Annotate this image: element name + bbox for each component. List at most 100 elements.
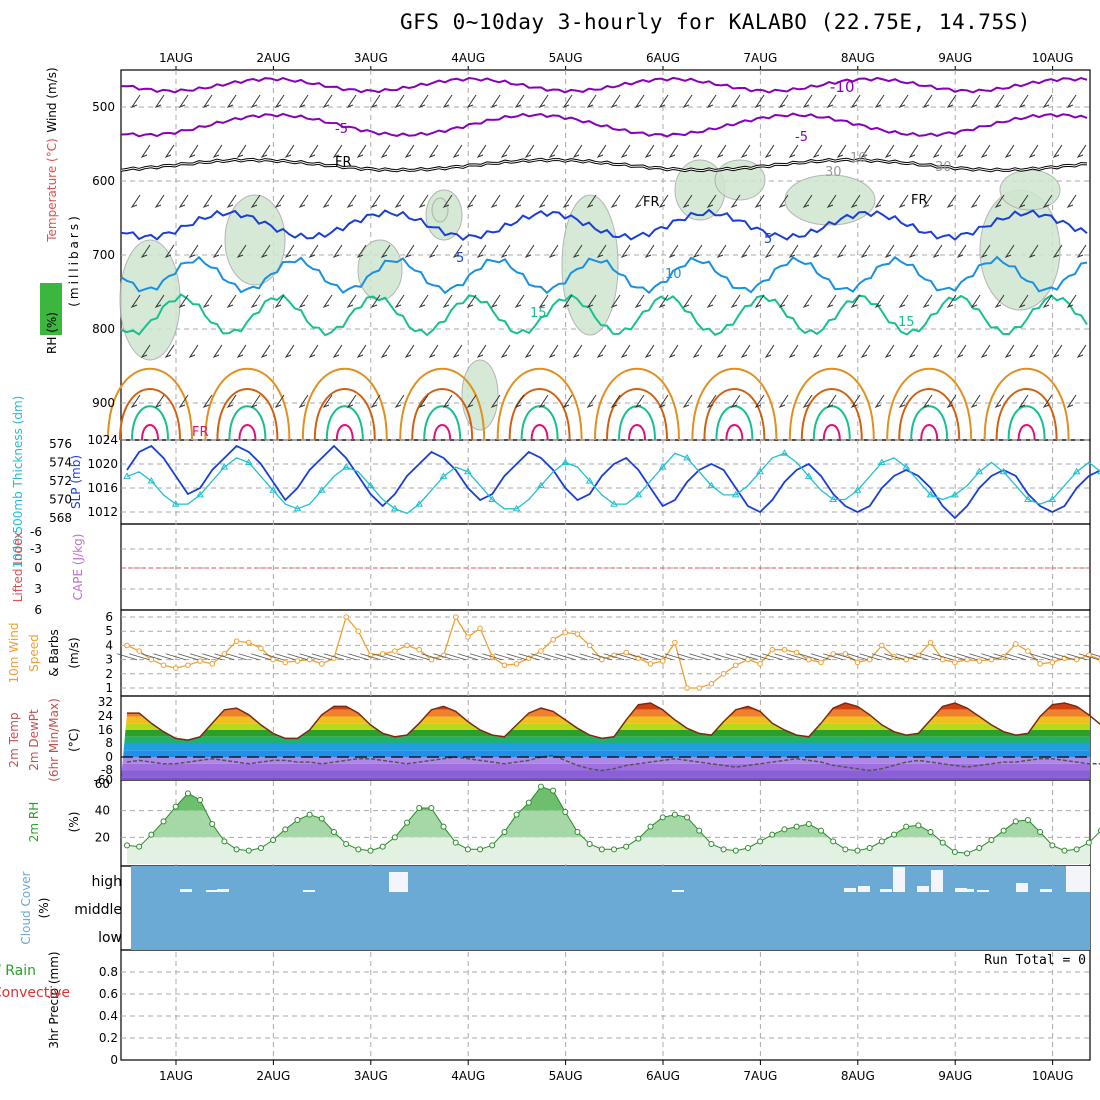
upper-wind-barb [164,344,175,359]
ylabel-rh-unit: (%) [67,812,81,833]
high-cloud-bar [396,872,408,892]
upper-wind-barb [178,94,189,109]
upper-wind-barb [1052,144,1063,159]
rh-point [623,843,630,850]
li-tick: 0 [34,561,42,575]
bottom-day-label: 7AUG [743,1069,777,1083]
upper-wind-barb [298,194,309,209]
upper-wind-barb [922,194,933,209]
upper-wind-barb [466,294,477,309]
wind-speed-point [696,685,703,691]
surface-wind-barb [129,653,150,661]
upper-wind-barb [1004,144,1015,159]
rh-point [878,838,885,845]
wind-speed-point [428,656,435,663]
upper-wind-barb [250,394,261,409]
upper-wind-barb [980,144,991,159]
upper-wind-barb [1004,344,1015,359]
surface-wind-barb [883,653,905,661]
rh-contour-region [461,359,499,431]
surface-wind-barb [1054,653,1075,661]
upper-wind-barb [1018,94,1029,109]
surface-wind-barb [725,653,746,661]
temp-contour-30 [131,405,169,441]
thickness-point [171,500,180,507]
surface-wind-barb [311,653,332,661]
pressure-tick-label: 600 [92,174,115,188]
upper-wind-barb [562,94,573,109]
upper-wind-barb [716,144,727,159]
upper-wind-barb [994,294,1005,309]
rh-contour-region [714,159,766,201]
surface-wind-barb [774,653,795,661]
surface-wind-barb [737,653,759,661]
rh-point [318,815,325,822]
temp-contour-35 [335,424,354,441]
wind-tick: 4 [105,638,113,652]
rh-point [197,797,204,803]
rh-point [184,790,191,797]
top-day-label: 10AUG [1032,51,1074,65]
wind-speed-point [854,659,861,666]
upper-wind-barb [884,244,895,259]
thickness-point [293,504,302,512]
upper-wind-barb [1028,244,1039,259]
rh-point [343,841,350,847]
surface-wind-barb [969,653,990,661]
upper-wind-barb [826,194,837,209]
upper-wind-barb [322,294,333,309]
contour-label: 5 [764,232,772,247]
upper-wind-barb [634,294,645,309]
upper-wind-barb [970,94,981,109]
upper-wind-barb [658,294,669,309]
upper-wind-barb [490,194,501,209]
surface-wind-barb [250,653,272,661]
upper-wind-barb [754,394,765,409]
upper-wind-barb [730,394,741,409]
wind-speed-point [903,656,910,663]
temp-contour-25 [216,388,279,441]
wind-speed-point [124,642,130,649]
thickness-point [244,458,253,465]
upper-wind-barb [1042,194,1053,209]
upper-wind-barb [610,394,621,409]
surface-wind-barb [810,653,832,661]
rh-point [757,838,764,845]
rh-point [428,805,435,811]
upper-wind-barb [836,144,847,159]
surface-wind-barb [652,653,673,661]
ylabel-wind-unit: (m/s) [67,637,81,668]
wind-speed-point [1073,656,1080,663]
temp-band [121,763,1090,771]
upper-wind-barb [308,244,319,259]
upper-wind-barb [212,144,223,159]
wind-speed-point [562,629,569,636]
panel-frame [120,949,1091,1061]
upper-wind-barb [1028,144,1039,159]
upper-wind-barb [130,294,141,309]
wind-speed-point [769,646,776,653]
upper-wind-barb [130,194,141,209]
upper-wind-barb [850,194,861,209]
upper-wind-barb [130,94,141,109]
surface-wind-barb [141,653,162,661]
upper-wind-barb [740,244,751,259]
wind-speed-point [866,656,873,663]
upper-wind-barb [898,194,909,209]
surface-wind-barb [616,653,637,661]
upper-wind-barb [730,294,741,309]
contour-label: FR [911,193,928,208]
upper-wind-barb [356,344,367,359]
surface-wind-barb [1066,653,1087,661]
contour-label: 15 [898,315,915,330]
rh-point [854,847,861,854]
axis-labels: 1AUG 1AUG 2AUG 2AUG 3AUG 3AUG 4AUG 4AUG 5AUG 5AUG… [0,51,1073,1083]
upper-wind-barb [922,294,933,309]
temp-contour-30 [228,405,267,441]
upper-wind-barb [452,244,463,259]
wind-speed-point [781,646,788,653]
rh-point [915,822,922,829]
surface-wind-barb [202,653,223,661]
contour-label: FR [643,195,660,210]
top-day-label: 6AUG [646,51,680,65]
